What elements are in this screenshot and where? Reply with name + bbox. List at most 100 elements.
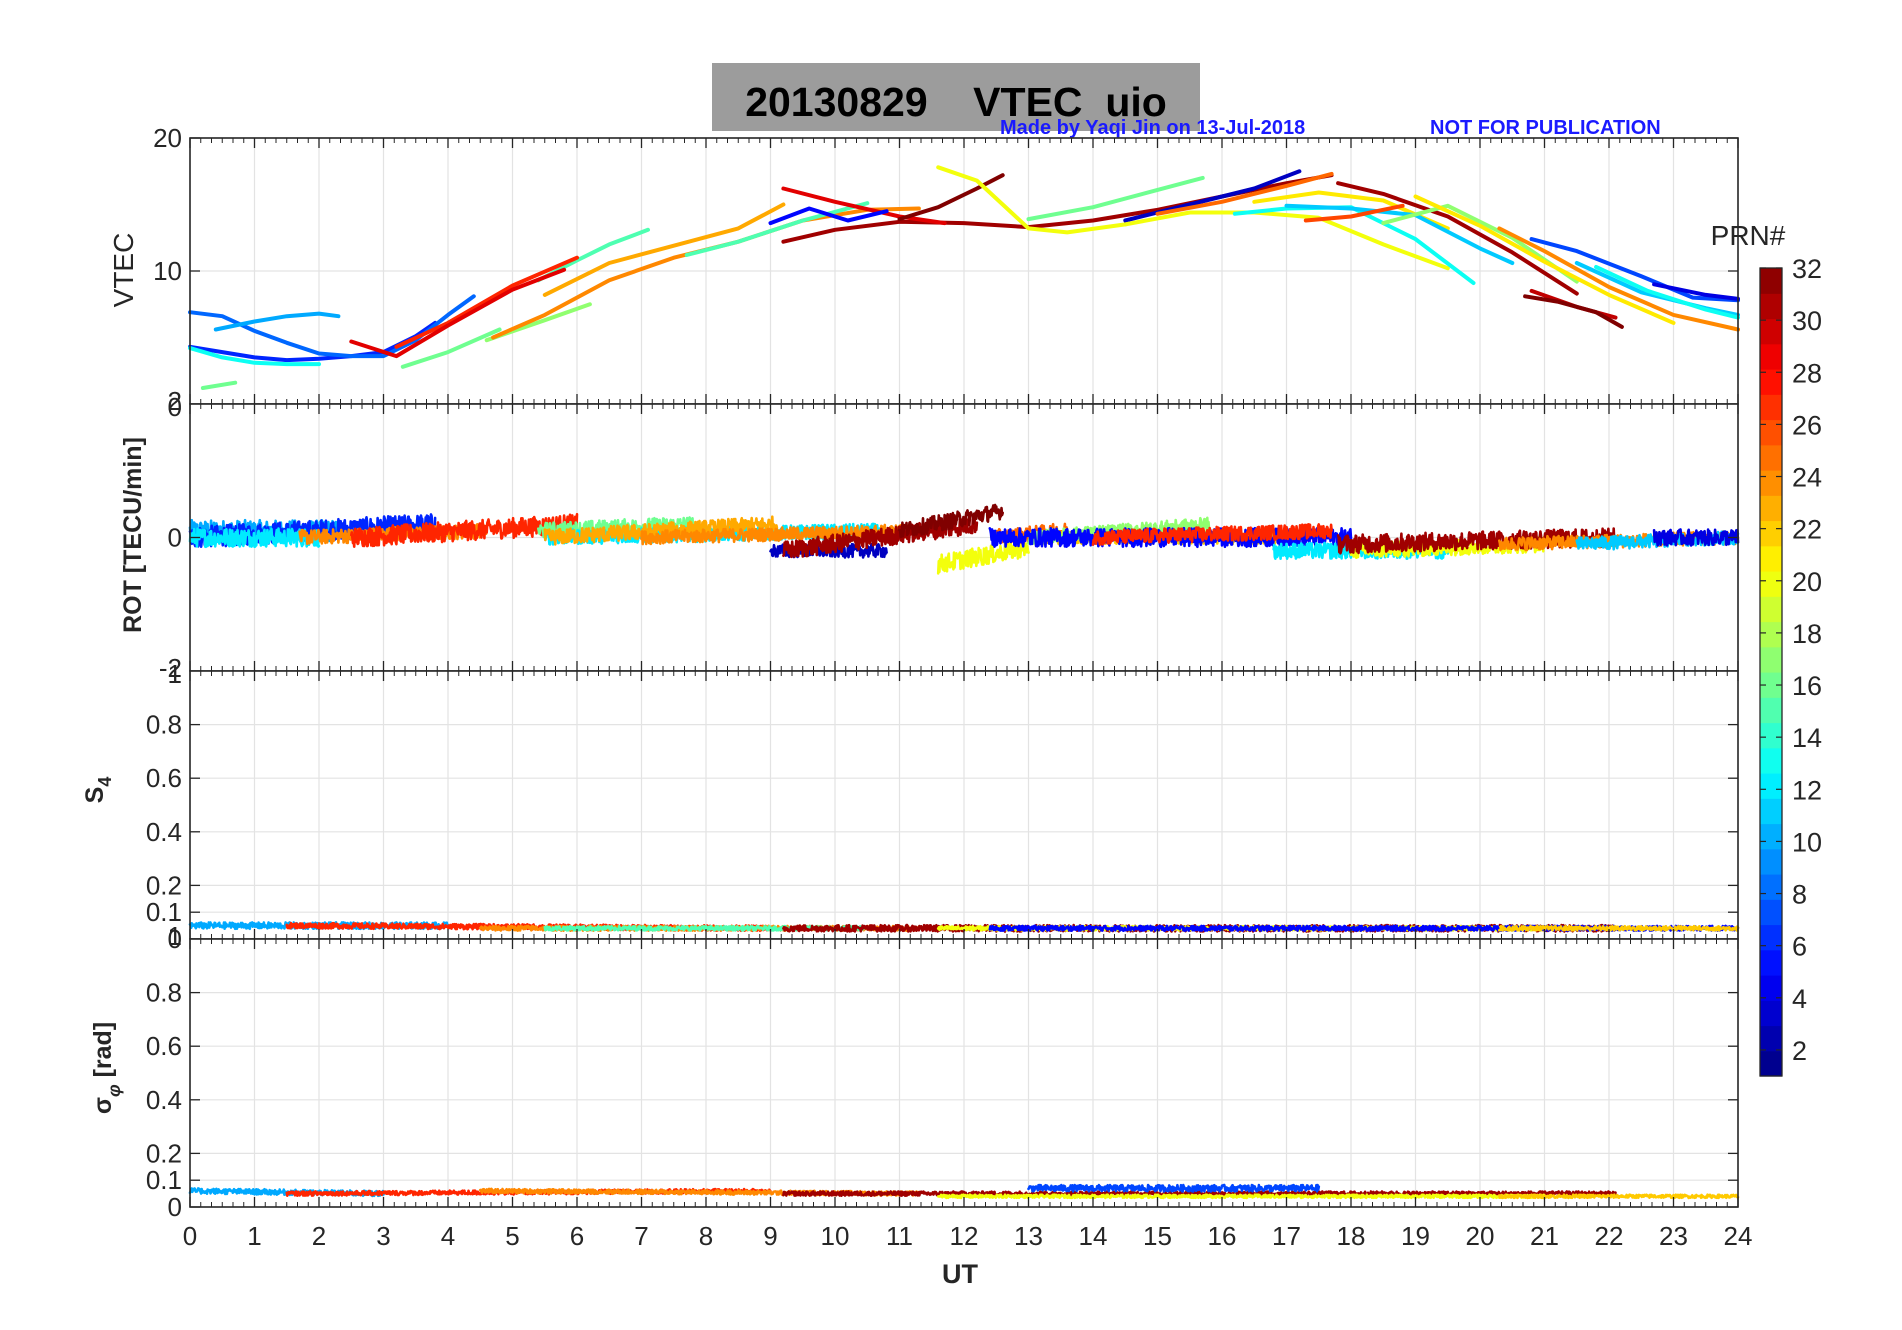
y-tick-label: 0.1	[146, 897, 182, 927]
series-line-prn-27	[349, 512, 579, 549]
series-line-prn-29	[781, 186, 947, 226]
series-line-prn-21	[1413, 194, 1676, 325]
x-tick-label: 23	[1659, 1221, 1688, 1251]
series-line-prn-26	[1303, 203, 1405, 223]
colorbar-band	[1760, 823, 1782, 850]
series-line-prn-23	[543, 515, 779, 546]
x-tick-label: 2	[312, 1221, 326, 1251]
colorbar-band	[1760, 848, 1782, 875]
series-line-prn-13	[1594, 265, 1740, 320]
colorbar-band	[1760, 1025, 1782, 1052]
colorbar-tick-label: 6	[1792, 932, 1807, 962]
colorbar-band	[1760, 697, 1782, 724]
series-line-prn-20	[936, 1193, 1546, 1200]
colorbar-tick-label: 32	[1792, 254, 1822, 284]
colorbar-band	[1760, 545, 1782, 572]
colorbar-band	[1760, 747, 1782, 774]
series-group	[188, 921, 1740, 933]
x-tick-label: 4	[441, 1221, 455, 1251]
title-banner	[712, 63, 1200, 131]
colorbar-tick-label: 30	[1792, 306, 1822, 336]
x-tick-label: 19	[1401, 1221, 1430, 1251]
series-line-prn-4	[1652, 528, 1740, 547]
series-line-prn-32	[1523, 294, 1624, 329]
series-line-prn-22	[1498, 1193, 1740, 1200]
x-tick-label: 12	[950, 1221, 979, 1251]
series-line-prn-31	[1336, 181, 1579, 296]
series-line-prn-27	[394, 255, 579, 349]
chart-title: 20130829 VTEC uio	[745, 79, 1167, 125]
colorbar-band	[1760, 444, 1782, 471]
x-tick-label: 21	[1530, 1221, 1559, 1251]
series-line-prn-20	[936, 539, 1030, 575]
series-line-prn-4	[1652, 282, 1740, 301]
y-boundary-tick-label: 0	[168, 392, 182, 422]
x-tick-label: 1	[247, 1221, 261, 1251]
colorbar-tick-label: 14	[1792, 723, 1822, 753]
colorbar-band	[1760, 1000, 1782, 1027]
s4-panel: 0.8 0.6 0.4 0.20.101	[146, 670, 1740, 954]
series-line-prn-16	[200, 380, 238, 390]
colorbar-band	[1760, 798, 1782, 825]
colorbar-band	[1760, 621, 1782, 648]
colorbar-band	[1760, 470, 1782, 496]
colorbar-band	[1760, 646, 1782, 673]
series-line-prn-16	[400, 327, 502, 369]
colorbar-tick-label: 10	[1792, 827, 1822, 857]
x-tick-label: 16	[1208, 1221, 1237, 1251]
y-tick-label: 0	[168, 924, 182, 954]
colorbar-band	[1760, 571, 1782, 597]
colorbar-tick-label: 8	[1792, 880, 1807, 910]
colorbar-tick-label: 24	[1792, 463, 1822, 493]
x-tick-label: 13	[1014, 1221, 1043, 1251]
colorbar-tick-label: 16	[1792, 671, 1822, 701]
series-line-prn-7	[1529, 237, 1740, 303]
colorbar-tick-label: 20	[1792, 567, 1822, 597]
x-axis-label: UT	[942, 1259, 978, 1289]
colorbar-band	[1760, 343, 1782, 370]
y-tick-label: 0.8	[146, 978, 182, 1008]
y-tick-label: 0.6	[146, 1031, 182, 1061]
y-tick-label: 0	[168, 523, 182, 553]
colorbar-band	[1760, 596, 1782, 623]
vtec-axis-label: VTEC	[108, 233, 139, 308]
y-tick-label: 0.8	[146, 710, 182, 740]
x-tick-label: 20	[1466, 1221, 1495, 1251]
series-line-prn-13	[188, 346, 321, 367]
y-tick-label: 0.1	[146, 1165, 182, 1195]
x-tick-label: 14	[1079, 1221, 1108, 1251]
colorbar-band	[1760, 495, 1782, 522]
series-line-prn-5	[768, 206, 889, 226]
x-tick-label: 17	[1272, 1221, 1301, 1251]
publication-note: NOT FOR PUBLICATION	[1430, 117, 1661, 139]
colorbar-band	[1760, 419, 1782, 446]
colorbar-band	[1760, 672, 1782, 698]
x-tick-label: 0	[183, 1221, 197, 1251]
x-tick-label: 11	[886, 1221, 913, 1251]
y-tick-label: 10	[153, 256, 182, 286]
colorbar-band	[1760, 1050, 1782, 1077]
x-tick-label: 18	[1337, 1221, 1366, 1251]
rot-panel: 0 -21	[159, 403, 1740, 689]
colorbar-tick-label: 18	[1792, 619, 1822, 649]
x-tick-label: 7	[634, 1221, 648, 1251]
y-boundary-tick-label: -2	[159, 653, 182, 683]
colorbar-tick-label: 12	[1792, 775, 1822, 805]
rot-axis-label: ROT [TECU/min]	[119, 437, 147, 633]
y-tick-label: 0	[168, 1192, 182, 1222]
x-tick-label: 5	[505, 1221, 519, 1251]
series-line-prn-15	[684, 201, 870, 257]
y-boundary-tick-label: 2	[168, 386, 182, 416]
x-tick-label: 9	[763, 1221, 777, 1251]
series-line-prn-32	[898, 503, 1005, 539]
y-tick-label: 0.6	[146, 763, 182, 793]
y-tick-label: 0.2	[146, 1138, 182, 1168]
colorbar-tick-label: 26	[1792, 410, 1822, 440]
series-line-prn-29	[349, 267, 567, 359]
x-tick-label: 8	[699, 1221, 713, 1251]
colorbar-band	[1760, 924, 1782, 951]
series-line-prn-25	[1155, 171, 1334, 216]
vtec-panel: 20 10 20	[153, 123, 1740, 422]
series-line-prn-16	[1026, 175, 1205, 222]
